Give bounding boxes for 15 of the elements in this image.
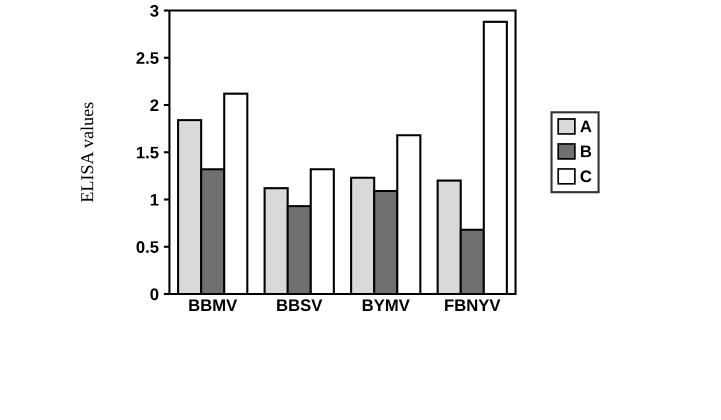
- x-tick-label: FBNYV: [445, 299, 500, 311]
- y-tick-label: 1: [150, 194, 159, 206]
- legend-label: C: [580, 170, 592, 182]
- x-tick-label: BBMV: [189, 299, 238, 311]
- y-tick-label: 2.5: [136, 52, 159, 64]
- y-tick-label: 3: [150, 4, 158, 17]
- y-tick-label: 0: [150, 288, 158, 300]
- y-tick-label: 0.5: [136, 241, 159, 253]
- y-tick-label: 2: [150, 99, 158, 112]
- legend-label: A: [580, 120, 592, 132]
- x-tick-label: BYMV: [362, 299, 410, 311]
- y-axis-title: ELISA values: [80, 102, 94, 202]
- legend-label: B: [580, 146, 592, 158]
- x-tick-label: BBSV: [277, 299, 322, 312]
- y-tick-label: 1.5: [136, 146, 159, 158]
